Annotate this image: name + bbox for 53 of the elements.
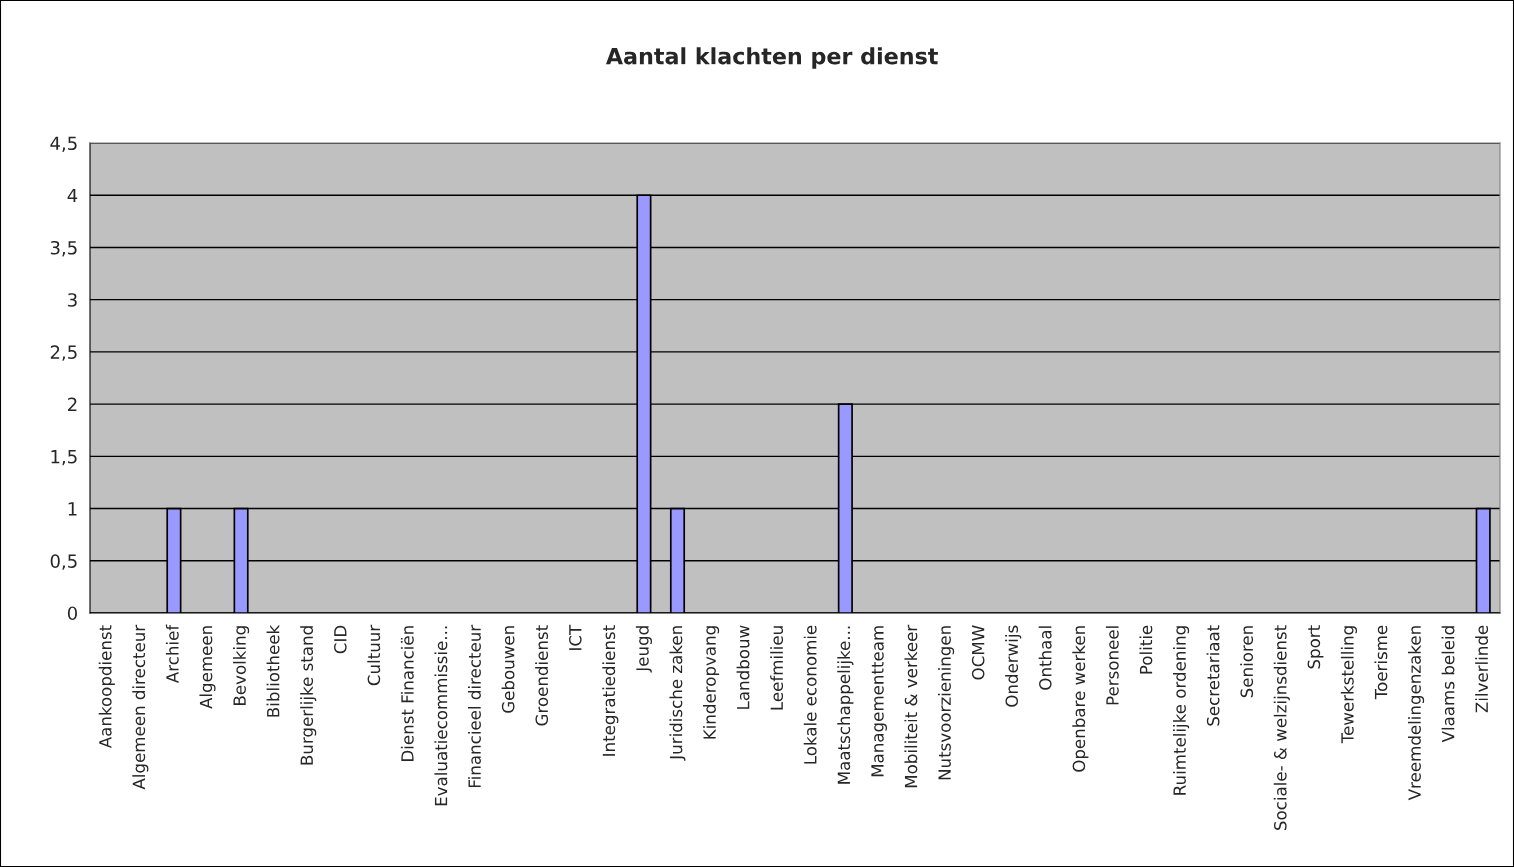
x-tick-label: Burgerlijke stand	[300, 626, 317, 765]
x-tick-label: Politie	[1139, 625, 1153, 674]
chart-title: Aantal klachten per dienst	[605, 47, 938, 69]
x-tick-label: Tewerkstelling	[1340, 626, 1357, 744]
x-tick-label: Senioren	[1240, 626, 1254, 698]
x-tick-label: Sociale- & welzijnsdienst	[1273, 625, 1290, 830]
x-tick-label: Zilverlinde	[1475, 625, 1489, 713]
x-tick-label: Landbouw	[736, 625, 750, 709]
y-tick-label: 4,5	[50, 136, 77, 152]
x-tick-label: Toerisme	[1374, 625, 1388, 700]
x-tick-label: Onthaal	[1038, 626, 1052, 690]
y-tick-label: 2	[68, 397, 77, 411]
x-tick-label: Ruimtelijke ordening	[1173, 626, 1190, 795]
x-tick-label: Algemeen	[199, 626, 216, 709]
x-tick-label: Jeugd	[635, 626, 652, 673]
x-tick-label: Onderwijs	[1005, 625, 1022, 707]
y-tick-label: 2,5	[50, 345, 77, 361]
y-tick-label: 1	[68, 502, 77, 516]
y-tick-label: 0	[67, 606, 77, 621]
x-tick-label: Managementteam	[871, 626, 887, 777]
x-tick-label: Bibliotheek	[266, 624, 280, 717]
x-tick-label: Secretariaat	[1206, 625, 1220, 726]
x-tick-label: OCMW	[971, 625, 985, 680]
x-tick-label: Nutsvoorzieningen	[938, 626, 955, 780]
y-tick-label: 3	[68, 293, 77, 307]
y-tick-label: 0,5	[50, 554, 77, 570]
y-tick-label: 1,5	[51, 450, 77, 466]
x-tick-label: Leefmilieu	[770, 626, 784, 710]
x-tick-label: Openbare werken	[1072, 626, 1089, 772]
x-tick-label: Archief	[165, 624, 179, 684]
x-tick-label: Vreemdelingenzaken	[1408, 626, 1425, 801]
x-tick-label: Personeel	[1105, 626, 1119, 705]
x-tick-label: Mobiliteit & verkeer	[904, 624, 918, 788]
x-tick-label: Gebouwen	[501, 626, 515, 713]
x-tick-label: Dienst Financiën	[400, 626, 414, 761]
x-tick-label: Financieel directeur	[468, 624, 481, 788]
x-tick-label: Groendienst	[535, 625, 549, 726]
x-tick-label: Evaluatiecommissie...	[434, 626, 448, 806]
x-tick-label: Juridische zaken	[669, 626, 686, 761]
y-tick-label: 4	[67, 188, 78, 203]
x-tick-label: CID	[334, 625, 347, 654]
y-tick-label: 3,5	[50, 240, 77, 257]
x-tick-label: Vlaams beleid	[1441, 626, 1455, 743]
x-tick-label: Integratiedienst	[602, 625, 619, 756]
x-tick-label: Lokale economie	[803, 625, 817, 764]
x-tick-label: Aankoopdienst	[98, 625, 115, 749]
x-tick-label: Algemeen directeur	[132, 624, 149, 790]
x-tick-label: Sport	[1307, 625, 1324, 669]
x-tick-label: Cultuur	[367, 624, 381, 686]
x-tick-label: Kinderopvang	[703, 626, 720, 739]
x-tick-label: Bevolking	[233, 626, 250, 705]
x-tick-label: Maatschappelijke...	[837, 626, 854, 784]
x-tick-label: ICT	[569, 624, 582, 650]
